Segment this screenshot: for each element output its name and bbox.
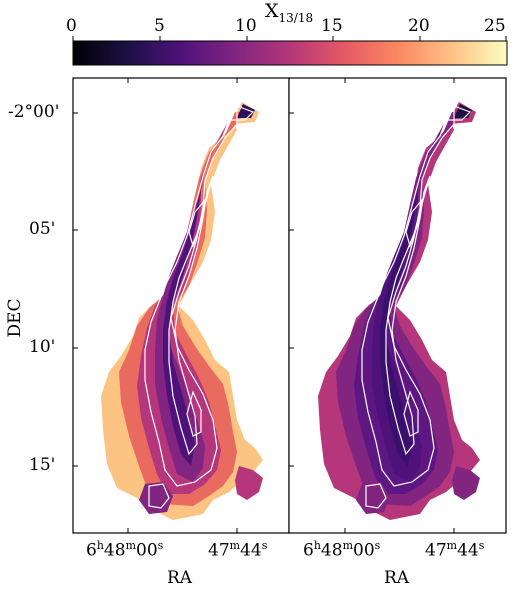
x-tick-label: 6h48m00s [303, 539, 381, 561]
colorbar-tick-label: 5 [154, 16, 165, 36]
colorbar-label-sub: 13/18 [278, 10, 314, 25]
colorbar-tick-label: 15 [321, 16, 343, 36]
colorbar-label-main: X [265, 0, 279, 22]
x-axis-ticks [127, 78, 455, 533]
right-map-image [318, 102, 480, 520]
y-axis-label: DEC [5, 298, 25, 338]
left-map-image [101, 102, 263, 520]
y-tick-label: -2°00' [8, 102, 60, 122]
colorbar-ticks [72, 36, 507, 41]
colorbar [72, 40, 508, 66]
y-tick-label: 15' [29, 455, 56, 475]
y-tick-label: 05' [29, 219, 56, 239]
x-axis-label-left: RA [167, 568, 193, 588]
colorbar-tick-label: 25 [484, 16, 506, 36]
colorbar-tick-label: 20 [408, 16, 430, 36]
colorbar-label: X13/18 [265, 0, 313, 25]
y-axis-ticks [73, 112, 294, 467]
x-tick-label: 6h48m00s [86, 539, 164, 561]
y-tick-label: 10' [29, 337, 56, 357]
colorbar-tick-label: 0 [66, 16, 77, 36]
x-axis-label-right: RA [384, 568, 410, 588]
x-tick-label: 47m44s [208, 539, 268, 561]
x-tick-label: 47m44s [425, 539, 485, 561]
colorbar-tick-label: 10 [235, 16, 257, 36]
